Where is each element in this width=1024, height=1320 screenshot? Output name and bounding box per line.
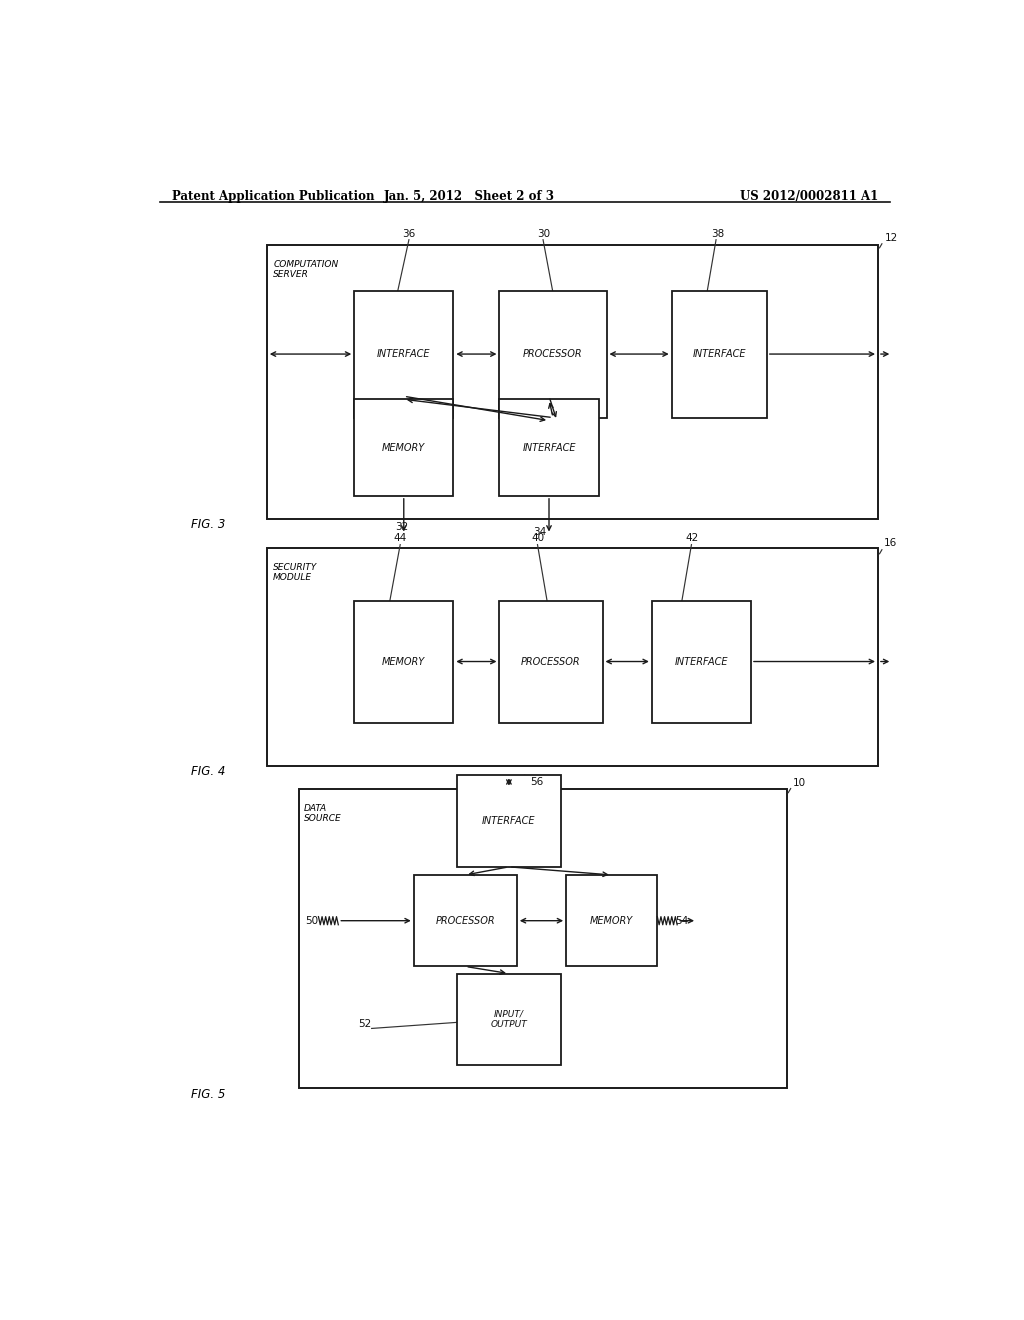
Text: PROCESSOR: PROCESSOR <box>523 348 583 359</box>
Text: INTERFACE: INTERFACE <box>377 348 430 359</box>
Text: 12: 12 <box>885 232 898 243</box>
Text: 16: 16 <box>885 537 898 548</box>
Bar <box>500 601 602 722</box>
Bar <box>566 875 657 966</box>
Text: PROCESSOR: PROCESSOR <box>521 656 581 667</box>
Text: 10: 10 <box>793 777 806 788</box>
Bar <box>458 974 560 1065</box>
Text: 30: 30 <box>538 228 551 239</box>
Text: Patent Application Publication: Patent Application Publication <box>172 190 374 203</box>
Bar <box>500 399 599 496</box>
Text: SECURITY
MODULE: SECURITY MODULE <box>273 562 317 582</box>
Text: INPUT/
OUTPUT: INPUT/ OUTPUT <box>490 1010 527 1030</box>
Text: 34: 34 <box>532 527 546 536</box>
Bar <box>414 875 517 966</box>
Bar <box>354 601 454 722</box>
Text: INTERFACE: INTERFACE <box>482 816 536 826</box>
Text: MEMORY: MEMORY <box>382 656 425 667</box>
Text: PROCESSOR: PROCESSOR <box>435 916 495 925</box>
Text: COMPUTATION
SERVER: COMPUTATION SERVER <box>273 260 339 280</box>
Text: INTERFACE: INTERFACE <box>675 656 728 667</box>
Text: MEMORY: MEMORY <box>382 442 425 453</box>
Bar <box>354 290 454 417</box>
Bar <box>652 601 751 722</box>
Text: 38: 38 <box>712 228 725 239</box>
Text: MEMORY: MEMORY <box>590 916 633 925</box>
Text: INTERFACE: INTERFACE <box>692 348 745 359</box>
Bar <box>267 244 878 519</box>
Text: 54: 54 <box>676 916 689 925</box>
Bar <box>299 788 786 1089</box>
Bar <box>458 775 560 867</box>
Text: 42: 42 <box>686 532 699 543</box>
Text: 40: 40 <box>531 532 545 543</box>
Bar <box>267 548 878 766</box>
Text: US 2012/0002811 A1: US 2012/0002811 A1 <box>739 190 878 203</box>
Text: DATA
SOURCE: DATA SOURCE <box>304 804 342 824</box>
Text: 44: 44 <box>394 532 408 543</box>
Text: INTERFACE: INTERFACE <box>522 442 575 453</box>
Text: Jan. 5, 2012   Sheet 2 of 3: Jan. 5, 2012 Sheet 2 of 3 <box>384 190 555 203</box>
Text: 56: 56 <box>530 776 544 787</box>
Bar <box>500 290 606 417</box>
Bar <box>672 290 767 417</box>
Text: FIG. 4: FIG. 4 <box>191 766 226 779</box>
Text: FIG. 5: FIG. 5 <box>191 1088 226 1101</box>
Text: 52: 52 <box>358 1019 372 1030</box>
Text: FIG. 3: FIG. 3 <box>191 519 226 532</box>
Text: 50: 50 <box>305 916 318 925</box>
Bar <box>354 399 454 496</box>
Text: 32: 32 <box>395 523 409 532</box>
Text: 36: 36 <box>401 228 415 239</box>
